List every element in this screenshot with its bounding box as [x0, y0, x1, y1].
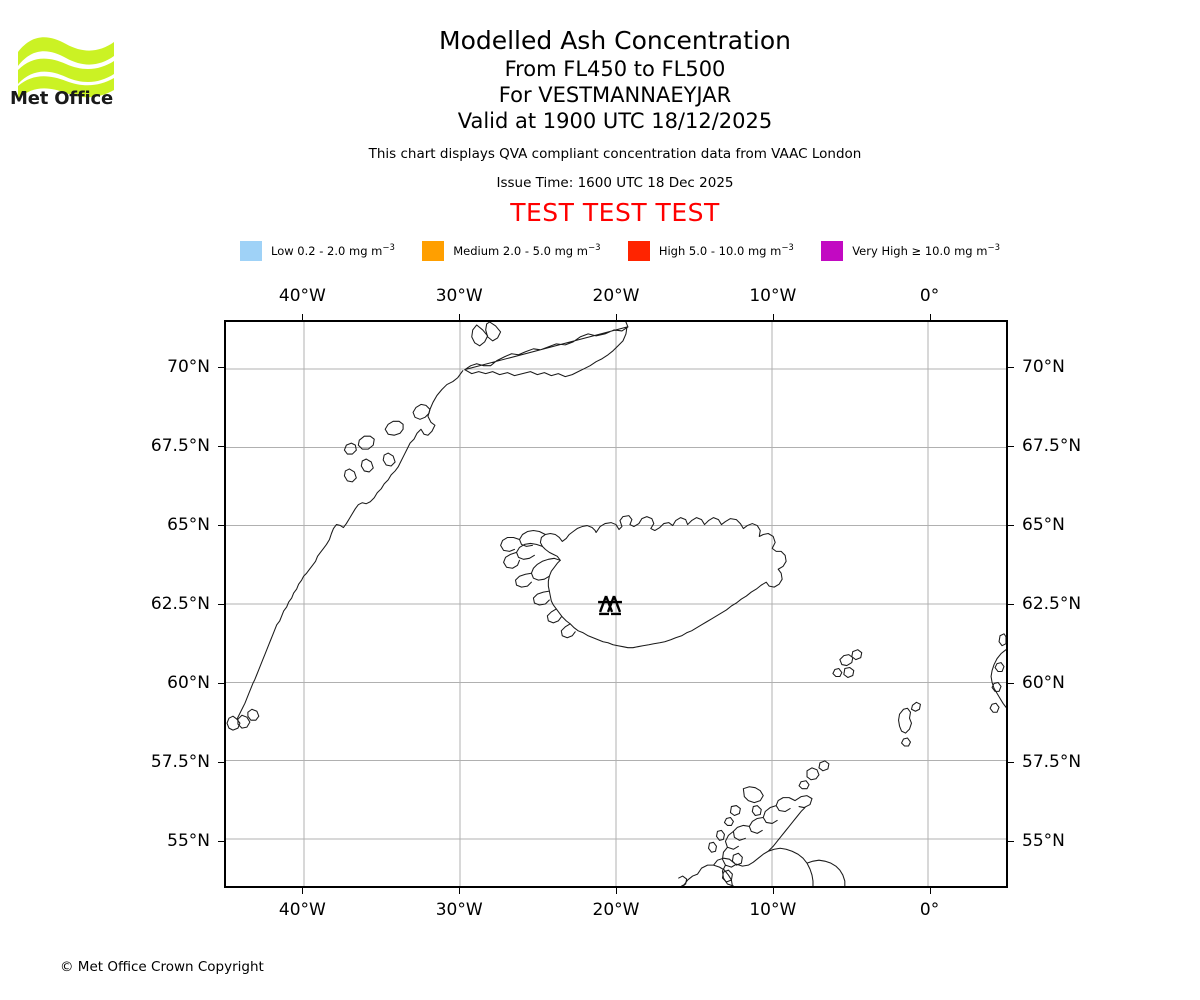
tick-lat-right [1008, 840, 1014, 842]
legend-item-high: High 5.0 - 10.0 mg m−3 [627, 241, 794, 261]
coastline-shetland [898, 701, 921, 747]
lat-label-right: 67.5°N [1022, 436, 1082, 457]
lon-label-bottom: 0° [919, 900, 940, 920]
copyright-notice: © Met Office Crown Copyright [60, 959, 264, 975]
issue-time: Issue Time: 1600 UTC 18 Dec 2025 [496, 175, 734, 191]
tick-lon-top [616, 314, 617, 320]
lat-label-right: 70°N [1022, 357, 1065, 378]
lat-label-left: 57.5°N [150, 751, 210, 772]
tick-lat-right [1008, 525, 1014, 527]
met-office-logo [14, 26, 134, 116]
chart-header: Modelled Ash Concentration From FL450 to… [140, 26, 1090, 227]
tick-lat-left [218, 682, 224, 684]
legend-swatch-icon [240, 241, 262, 261]
tick-lat-left [218, 367, 224, 369]
page-title: Modelled Ash Concentration [439, 26, 791, 55]
flight-level-range: From FL450 to FL500 [504, 57, 726, 81]
legend-item-very-high: Very High ≥ 10.0 mg m−3 [821, 241, 1000, 261]
map-frame [224, 320, 1008, 888]
lat-label-right: 65°N [1022, 515, 1065, 536]
coastline-faroe-islands [832, 649, 863, 679]
test-banner: TEST TEST TEST [510, 198, 720, 227]
met-office-waves-icon [18, 37, 114, 99]
qva-note: This chart displays QVA compliant concen… [368, 146, 862, 162]
tick-lat-right [1008, 682, 1014, 684]
concentration-legend: Low 0.2 - 2.0 mg m−3 Medium 2.0 - 5.0 mg … [240, 241, 1000, 261]
coastline-greenland [226, 322, 629, 731]
coastline-ireland [678, 857, 735, 886]
lon-label-bottom: 20°W [592, 900, 640, 920]
lon-label-bottom: 40°W [278, 900, 326, 920]
lon-label-bottom: 10°W [749, 900, 797, 920]
lat-label-left: 65°N [167, 515, 210, 536]
met-office-wordmark: Met Office [10, 88, 114, 109]
lon-label-top: 40°W [278, 286, 326, 306]
lat-label-right: 57.5°N [1022, 751, 1082, 772]
lon-label-top: 10°W [749, 286, 797, 306]
coastline-iceland [500, 515, 787, 649]
coastline-norway [989, 633, 1006, 713]
legend-item-low: Low 0.2 - 2.0 mg m−3 [240, 241, 395, 261]
tick-lon-top [772, 314, 774, 320]
lat-label-left: 62.5°N [150, 594, 210, 614]
lat-label-right: 62.5°N [1022, 594, 1082, 614]
tick-lat-right [1008, 446, 1014, 448]
tick-lon-top [459, 314, 461, 320]
tick-lon-bottom [616, 888, 617, 894]
lat-label-left: 60°N [167, 672, 210, 693]
volcano-name: For VESTMANNAEYJAR [498, 83, 732, 107]
legend-item-medium: Medium 2.0 - 5.0 mg m−3 [422, 241, 600, 261]
lat-label-right: 60°N [1022, 672, 1065, 693]
tick-lat-left [218, 761, 224, 763]
lat-label-left: 70°N [167, 357, 210, 378]
tick-lat-left [218, 446, 224, 448]
tick-lon-bottom [929, 888, 931, 894]
tick-lon-bottom [459, 888, 461, 894]
map-container [224, 320, 1008, 888]
legend-label: Very High ≥ 10.0 mg m−3 [852, 243, 1000, 258]
lon-label-top: 20°W [592, 286, 640, 306]
legend-swatch-icon [422, 241, 445, 261]
lon-label-top: 0° [919, 286, 940, 306]
valid-time: Valid at 1900 UTC 18/12/2025 [457, 109, 773, 133]
lat-label-left: 67.5°N [150, 436, 210, 457]
coastline-scotland [708, 786, 846, 886]
tick-lat-left [218, 840, 224, 842]
tick-lon-top [302, 314, 304, 320]
tick-lat-left [218, 604, 224, 605]
lat-label-right: 55°N [1022, 830, 1065, 851]
tick-lat-right [1008, 761, 1014, 763]
tick-lon-top [929, 314, 931, 320]
legend-label: Low 0.2 - 2.0 mg m−3 [271, 243, 395, 258]
tick-lon-bottom [302, 888, 304, 894]
legend-swatch-icon [821, 241, 844, 261]
legend-label: Medium 2.0 - 5.0 mg m−3 [453, 243, 601, 258]
legend-label: High 5.0 - 10.0 mg m−3 [658, 243, 794, 258]
map-canvas [226, 322, 1006, 886]
lat-label-left: 55°N [167, 830, 210, 851]
volcano-marker-vestmannaeyjar [598, 595, 622, 616]
tick-lat-left [218, 525, 224, 527]
tick-lon-bottom [772, 888, 774, 894]
lon-label-bottom: 30°W [435, 900, 483, 920]
legend-swatch-icon [627, 241, 650, 261]
coastline-orkney [798, 760, 830, 790]
lon-label-top: 30°W [435, 286, 483, 306]
tick-lat-right [1008, 367, 1014, 369]
tick-lat-right [1008, 604, 1014, 605]
